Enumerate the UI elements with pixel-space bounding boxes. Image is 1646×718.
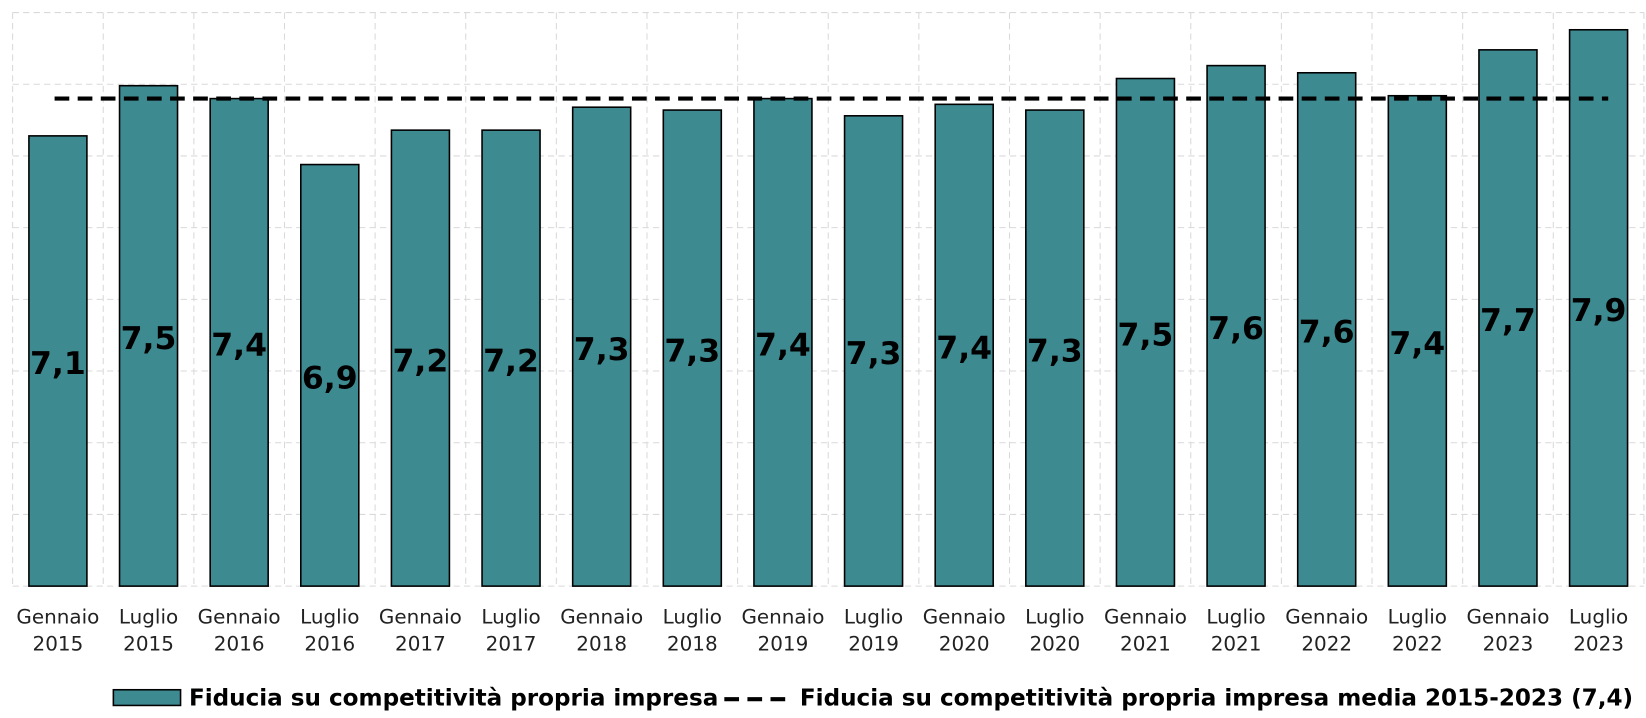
x-tick-label: Luglio 2020: [1025, 605, 1084, 655]
x-tick-label: Luglio 2019: [844, 605, 903, 655]
x-tick-label: Gennaio 2020: [923, 605, 1006, 655]
bar: [571, 106, 632, 587]
x-tick-label: Gennaio 2015: [16, 605, 99, 655]
legend-label: Fiducia su competitività propria impresa…: [800, 686, 1633, 712]
bar: [934, 103, 994, 587]
bar: [1568, 28, 1629, 587]
x-tick-label: Gennaio 2023: [1466, 605, 1549, 655]
bar: [843, 115, 904, 587]
legend-swatch: [112, 688, 182, 707]
x-tick-label: Gennaio 2017: [379, 605, 462, 655]
data-label: 7,3: [574, 332, 630, 368]
data-label: 7,5: [121, 321, 177, 357]
x-tick-label: Luglio 2018: [663, 605, 722, 655]
x-tick-label: Gennaio 2019: [741, 605, 824, 655]
data-label: 7,6: [1208, 311, 1264, 347]
x-tick-label: Gennaio 2022: [1285, 605, 1368, 655]
data-label: 7,4: [211, 328, 267, 364]
data-label: 7,4: [1389, 326, 1445, 362]
data-label: 7,7: [1480, 303, 1536, 339]
data-label: 7,3: [846, 336, 902, 372]
bar: [390, 129, 451, 587]
data-label: 7,6: [1299, 315, 1355, 351]
data-label: 6,9: [302, 361, 358, 397]
bar: [1115, 77, 1176, 587]
x-tick-label: Gennaio 2018: [560, 605, 643, 655]
data-label: 7,5: [1118, 318, 1174, 354]
data-label: 7,4: [936, 330, 992, 366]
data-label: 7,9: [1571, 293, 1627, 329]
bar: [1296, 71, 1357, 587]
x-tick-label: Luglio 2015: [119, 605, 178, 655]
bar: [28, 135, 88, 587]
legend-label: Fiducia su competitività propria impresa: [189, 686, 718, 712]
x-tick-label: Luglio 2022: [1388, 605, 1447, 655]
bar: [118, 84, 179, 587]
bar: [209, 97, 269, 587]
bar: [1206, 64, 1266, 587]
data-label: 7,2: [483, 343, 539, 379]
x-tick-label: Luglio 2023: [1569, 605, 1628, 655]
data-label: 7,2: [393, 343, 449, 379]
data-label: 7,4: [755, 328, 811, 364]
bar: [481, 129, 541, 587]
x-tick-label: Gennaio 2021: [1104, 605, 1187, 655]
x-tick-label: Luglio 2016: [300, 605, 359, 655]
x-tick-label: Luglio 2017: [481, 605, 540, 655]
bar: [753, 97, 813, 587]
data-label: 7,3: [1027, 333, 1083, 369]
bar: [1478, 49, 1538, 587]
bar: [662, 109, 723, 587]
bar: [1387, 94, 1448, 587]
x-tick-label: Luglio 2021: [1206, 605, 1265, 655]
data-label: 7,1: [30, 346, 86, 382]
bar: [1025, 109, 1085, 587]
data-label: 7,3: [664, 333, 720, 369]
x-tick-label: Gennaio 2016: [198, 605, 281, 655]
bar: [300, 163, 360, 587]
